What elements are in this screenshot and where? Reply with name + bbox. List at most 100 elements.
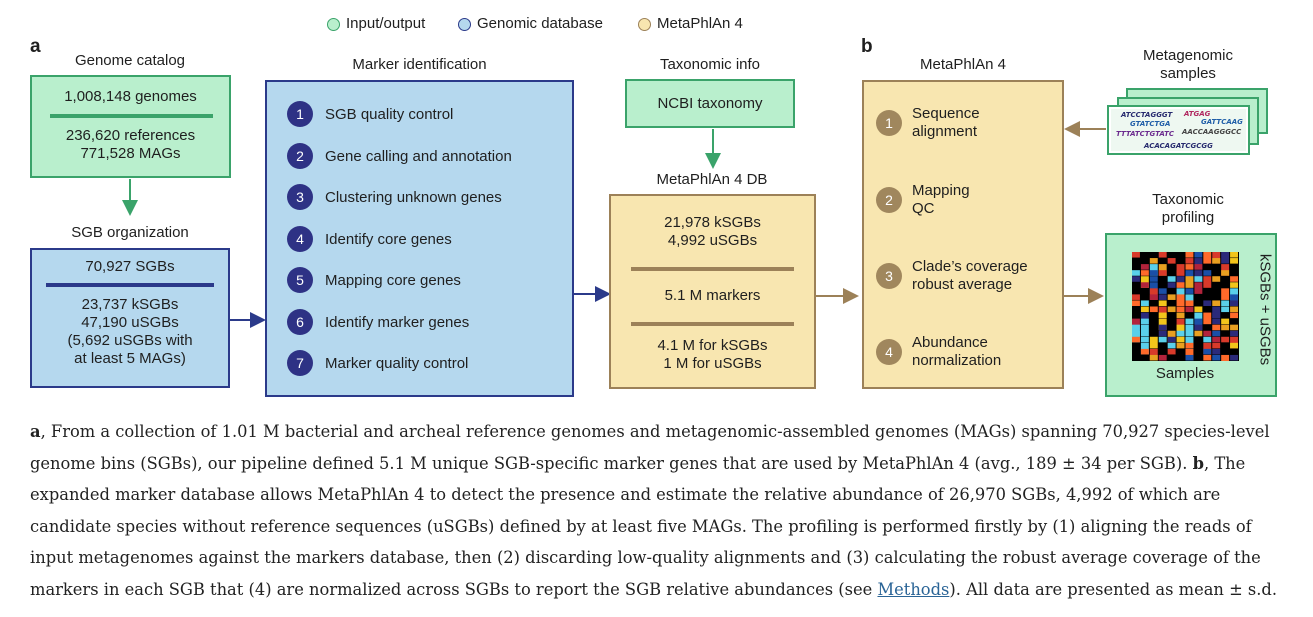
heatmap-cell <box>1176 330 1185 337</box>
heatmap-cell <box>1167 294 1176 300</box>
step-number: 1 <box>876 110 902 136</box>
heatmap-cell <box>1221 336 1230 343</box>
heatmap-cell <box>1212 342 1221 349</box>
metaphlan4-header: MetaPhlAn 4 <box>920 56 1006 73</box>
heatmap-cell <box>1185 324 1194 337</box>
heatmap-cell <box>1221 318 1230 325</box>
reference-count: 236,620 references <box>65 127 196 144</box>
legend-swatch-tan <box>638 17 651 31</box>
heatmap-cell <box>1212 354 1221 361</box>
marker-step: 3 Clustering unknown genes <box>287 184 502 210</box>
heatmap-cell <box>1140 348 1149 355</box>
genome-catalog-header: Genome catalog <box>74 52 186 69</box>
heatmap-cell <box>1132 324 1140 337</box>
heatmap-cell <box>1221 270 1230 276</box>
heatmap-cell <box>1194 282 1203 294</box>
heatmap-cell <box>1158 354 1167 361</box>
heatmap-cell <box>1158 324 1167 331</box>
heatmap-cell <box>1132 330 1140 343</box>
heatmap-cell <box>1185 270 1194 282</box>
heatmap-cell <box>1212 318 1221 325</box>
heatmap-cell <box>1149 306 1158 313</box>
heatmap-cell <box>1140 264 1149 270</box>
marker-step: 2 Gene calling and annotation <box>287 143 512 169</box>
heatmap-cell <box>1203 312 1212 325</box>
heatmap-cell <box>1176 336 1185 343</box>
heatmap-cell <box>1158 252 1167 258</box>
heatmap-cell <box>1212 300 1221 306</box>
caption-text-end: ). All data are presented as mean ± s.d. <box>949 579 1278 599</box>
caption-letter-b: b <box>1192 453 1204 473</box>
step-number: 5 <box>287 267 313 293</box>
db-usgb-markers: 1 M for uSGBs <box>663 355 762 372</box>
heatmap-cell <box>1212 312 1221 319</box>
heatmap-cell <box>1158 300 1167 306</box>
methods-link[interactable]: Methods <box>877 579 950 599</box>
marker-step: 5 Mapping core genes <box>287 267 461 293</box>
read-seq: TTTATCTGTATC <box>1116 130 1175 138</box>
step-label: Mapping QC <box>912 182 970 218</box>
heatmap-cell <box>1230 306 1238 313</box>
legend-swatch-green <box>327 17 340 31</box>
figure-caption: a, From a collection of 1.01 M bacterial… <box>30 416 1290 606</box>
abundance-heatmap <box>1132 252 1239 361</box>
heatmap-cell <box>1140 300 1149 306</box>
step-label: Abundance normalization <box>912 334 1001 370</box>
legend-item-input-output: Input/output <box>327 13 425 35</box>
heatmap-cell <box>1203 276 1212 288</box>
heatmap-cell <box>1194 318 1203 331</box>
read-seq: AACCAAGGGCC <box>1181 128 1242 136</box>
step-label-line: Clade’s coverage <box>912 258 1028 275</box>
heatmap-cell <box>1176 270 1185 276</box>
heatmap-cell <box>1185 306 1194 313</box>
read-seq: ACACAGATCGCGG <box>1143 142 1213 150</box>
step-label: Clade’s coverage robust average <box>912 258 1028 294</box>
heatmap-cell <box>1132 270 1140 276</box>
heatmap-cell <box>1194 258 1203 270</box>
heatmap-cell <box>1132 318 1140 331</box>
step-number: 3 <box>287 184 313 210</box>
step-label-line: Sequence <box>912 105 980 122</box>
heatmap-cell <box>1230 324 1238 331</box>
heatmap-cell <box>1230 282 1238 288</box>
panel-a-letter: a <box>30 36 41 57</box>
heatmap-cell <box>1158 306 1167 319</box>
heatmap-cell <box>1185 264 1194 270</box>
taxonomic-profiling-header: Taxonomic profiling <box>1108 191 1268 227</box>
heatmap-cell <box>1158 312 1167 319</box>
step-label: Mapping core genes <box>325 271 461 289</box>
heatmap-cell <box>1230 294 1238 306</box>
heatmap-cell <box>1212 348 1221 355</box>
step-label: SGB quality control <box>325 105 454 123</box>
heatmap-cell <box>1203 270 1212 276</box>
divider-bar <box>631 322 794 326</box>
header-line: Taxonomic <box>1152 191 1224 208</box>
heatmap-cell <box>1230 312 1238 319</box>
heatmap-cell <box>1194 252 1203 258</box>
heatmap-cell <box>1203 252 1212 264</box>
marker-step: 7 Marker quality control <box>287 350 468 376</box>
marker-identification-header: Marker identification <box>352 56 487 73</box>
taxonomic-profiling-box: Samples kSGBs + uSGBs <box>1105 233 1277 397</box>
heatmap-cell <box>1158 288 1167 294</box>
step-label: Identify core genes <box>325 230 452 248</box>
heatmap-cell <box>1230 276 1238 282</box>
heatmap-cell <box>1167 336 1176 343</box>
step-number: 4 <box>287 226 313 252</box>
heatmap-cell <box>1212 276 1221 282</box>
heatmap-cell <box>1149 294 1158 300</box>
step-label-line: Abundance <box>912 334 988 351</box>
legend-label: MetaPhlAn 4 <box>657 15 743 32</box>
heatmap-cell <box>1176 276 1185 288</box>
heatmap-cell <box>1221 300 1230 306</box>
heatmap-cell <box>1230 288 1238 300</box>
marker-step: 4 Identify core genes <box>287 226 452 252</box>
heatmap-cell <box>1158 318 1167 331</box>
heatmap-cell <box>1212 306 1221 319</box>
metaphlan-step: 4 Abundance normalization <box>876 334 1001 370</box>
divider-bar <box>631 267 794 271</box>
metagenomic-samples-header: Metagenomic samples <box>1108 47 1268 83</box>
heatmap-cell <box>1230 252 1238 258</box>
divider-bar <box>46 283 214 287</box>
heatmap-cell <box>1140 306 1149 313</box>
